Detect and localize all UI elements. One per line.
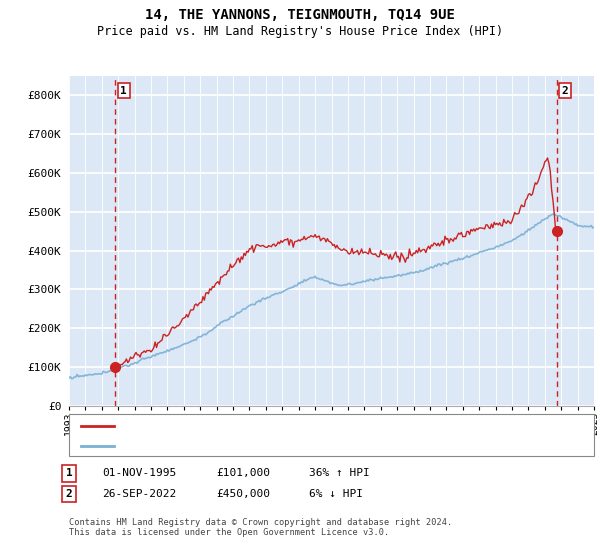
Text: 36% ↑ HPI: 36% ↑ HPI	[309, 468, 370, 478]
Text: 14, THE YANNONS, TEIGNMOUTH, TQ14 9UE: 14, THE YANNONS, TEIGNMOUTH, TQ14 9UE	[145, 8, 455, 22]
Text: £101,000: £101,000	[216, 468, 270, 478]
Text: 6% ↓ HPI: 6% ↓ HPI	[309, 489, 363, 499]
Text: 2: 2	[562, 86, 568, 96]
Text: £450,000: £450,000	[216, 489, 270, 499]
Text: HPI: Average price, detached house, Teignbridge: HPI: Average price, detached house, Teig…	[121, 441, 415, 451]
Text: 1: 1	[65, 468, 73, 478]
Text: Price paid vs. HM Land Registry's House Price Index (HPI): Price paid vs. HM Land Registry's House …	[97, 25, 503, 38]
Text: 1: 1	[121, 86, 127, 96]
Text: 14, THE YANNONS, TEIGNMOUTH, TQ14 9UE (detached house): 14, THE YANNONS, TEIGNMOUTH, TQ14 9UE (d…	[121, 421, 459, 431]
Text: 26-SEP-2022: 26-SEP-2022	[102, 489, 176, 499]
Text: 01-NOV-1995: 01-NOV-1995	[102, 468, 176, 478]
Text: Contains HM Land Registry data © Crown copyright and database right 2024.
This d: Contains HM Land Registry data © Crown c…	[69, 518, 452, 538]
Text: 2: 2	[65, 489, 73, 499]
